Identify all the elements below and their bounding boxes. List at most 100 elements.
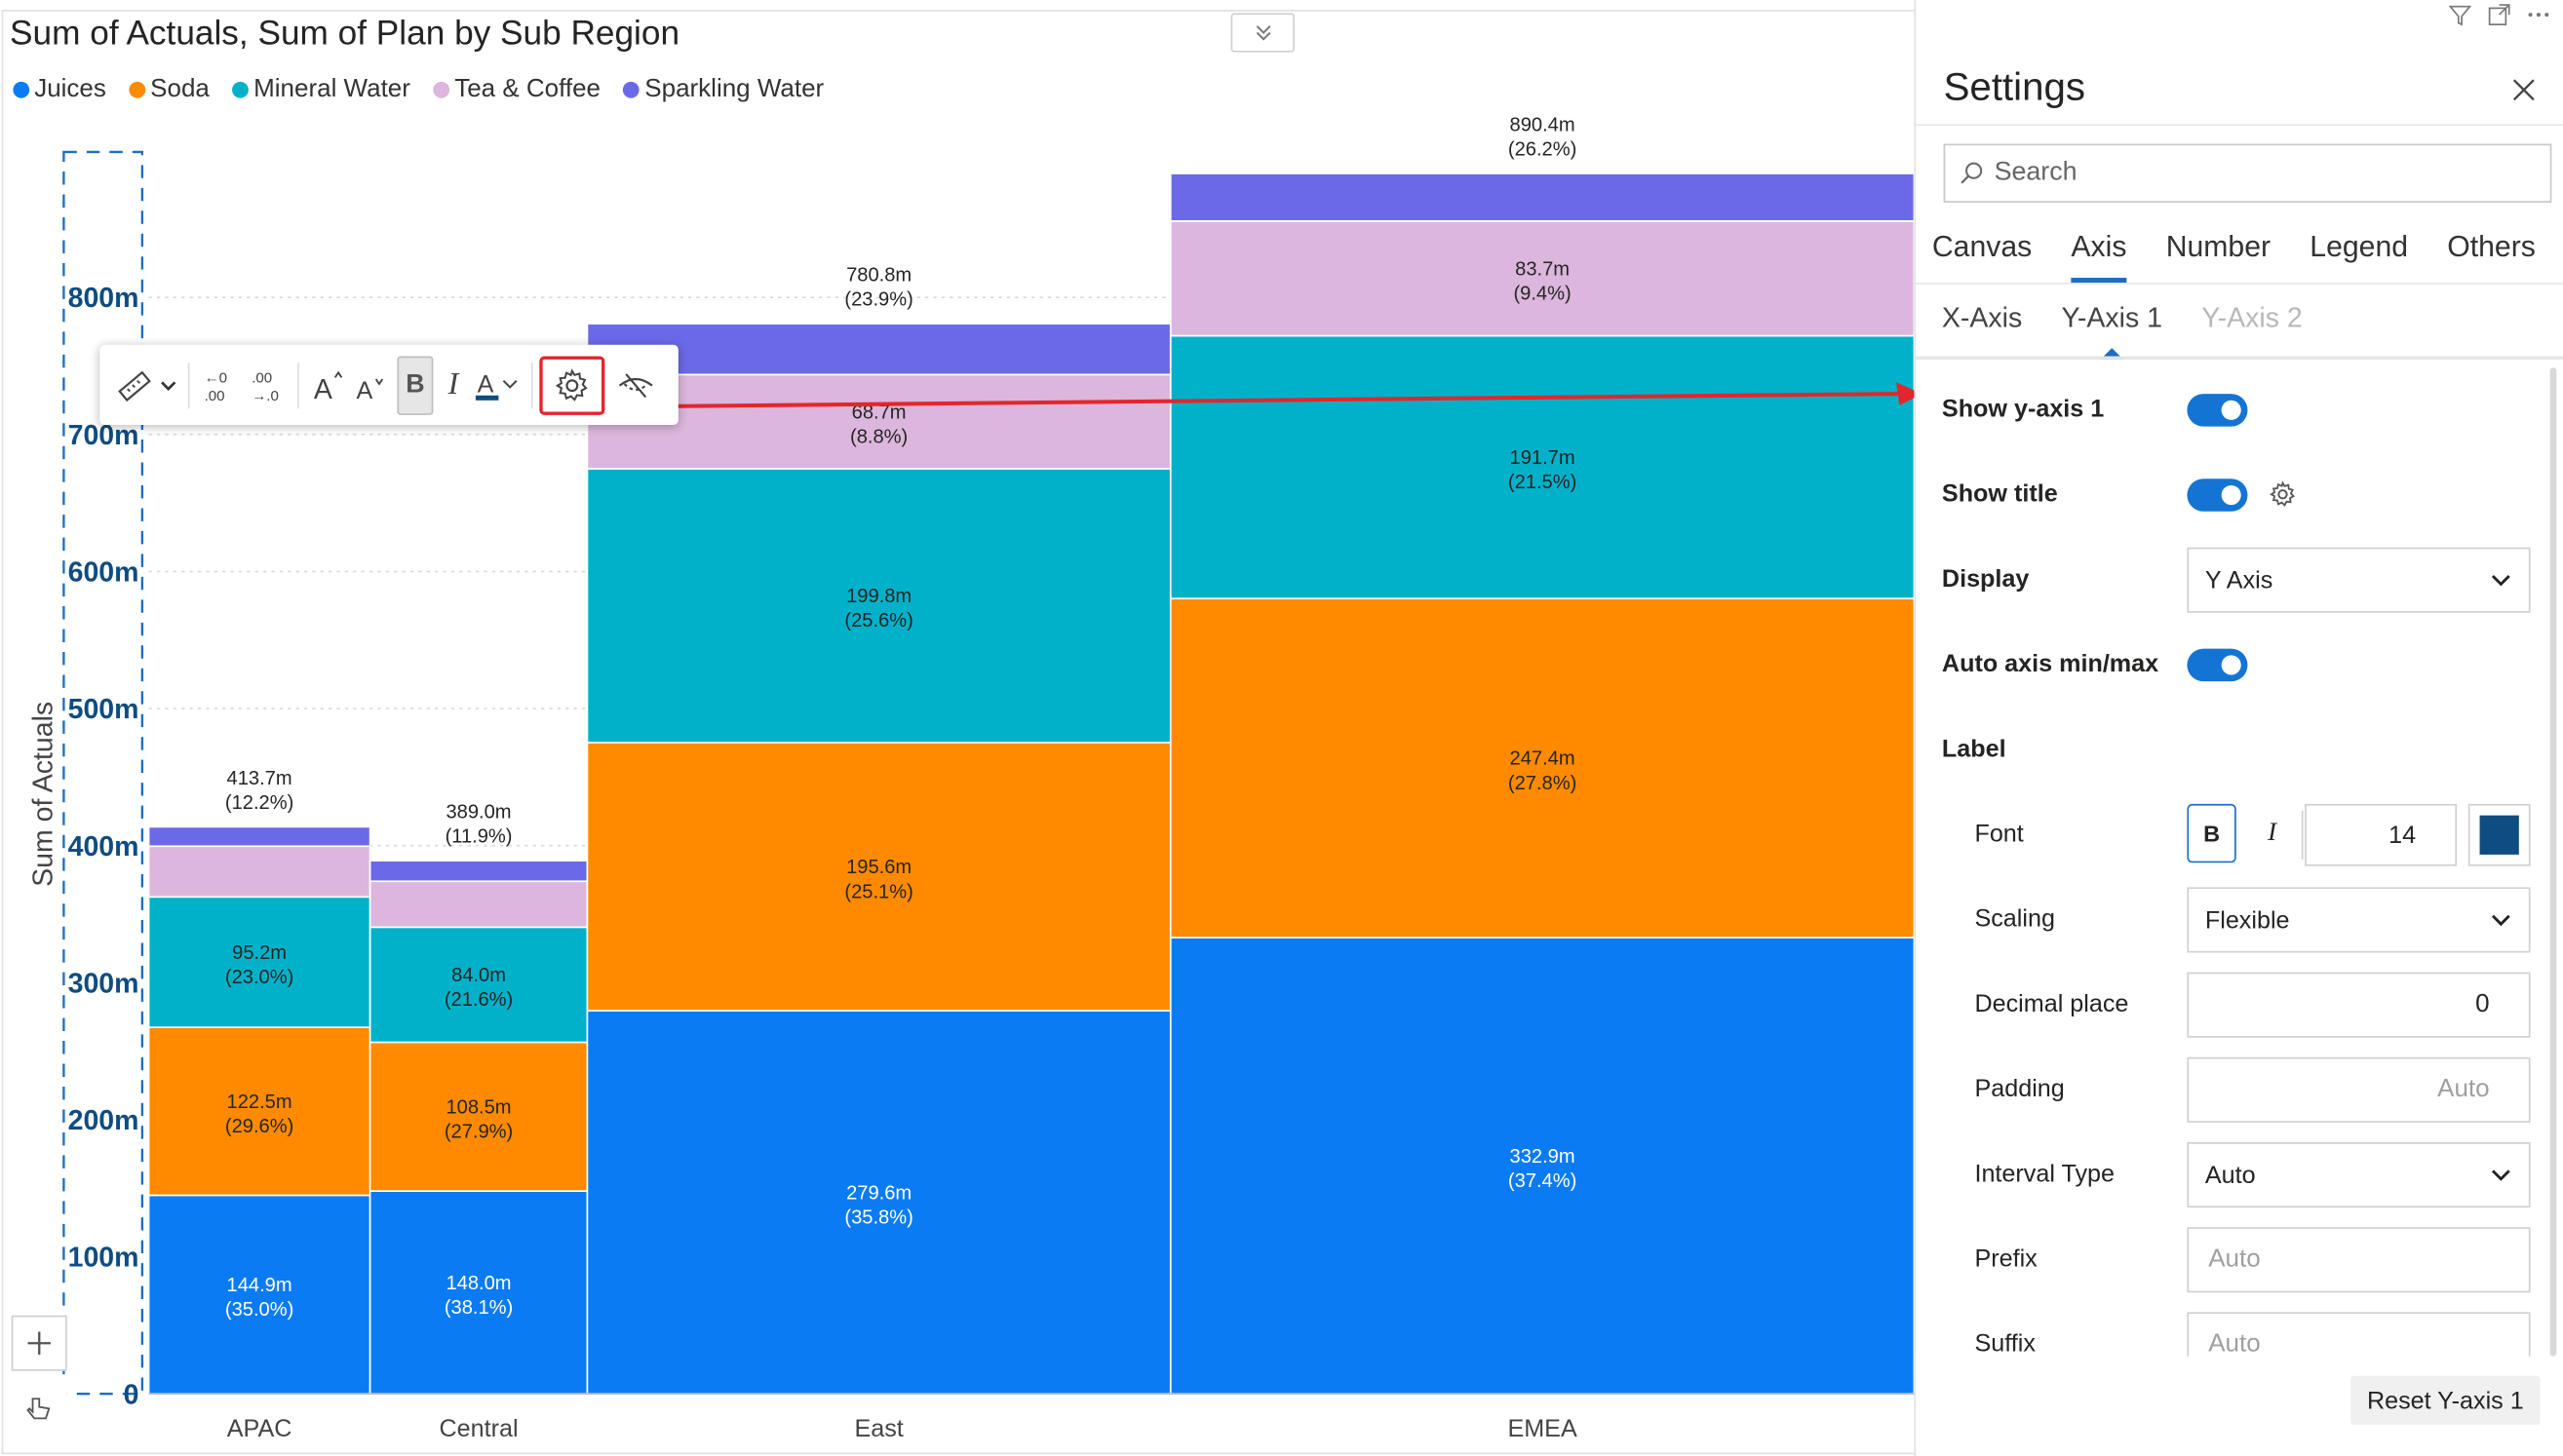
divider xyxy=(2301,810,2304,860)
italic-button[interactable]: I xyxy=(447,366,459,402)
bar-segment xyxy=(147,825,371,848)
data-label-percent: (37.4%) xyxy=(1508,1170,1576,1192)
tab-canvas[interactable]: Canvas xyxy=(1931,230,2033,263)
svg-text:.00: .00 xyxy=(204,387,224,403)
legend-label: Juices xyxy=(34,75,106,103)
font-color-swatch xyxy=(2479,815,2519,855)
display-dropdown[interactable]: Y Axis xyxy=(2187,547,2531,613)
subtab-y-axis-2[interactable]: Y-Axis 2 xyxy=(2201,302,2303,334)
touch-tool-button[interactable] xyxy=(11,1380,67,1437)
y-axis-tick-label: 300m xyxy=(68,968,139,999)
more-options-icon[interactable] xyxy=(2527,3,2549,25)
chevron-down-icon xyxy=(2491,1169,2510,1181)
y-axis-title: Sum of Actuals xyxy=(28,702,59,887)
reset-y-axis-button[interactable]: Reset Y-axis 1 xyxy=(2350,1375,2541,1426)
total-label: 890.4m xyxy=(1510,114,1575,135)
total-label-percent: (23.9%) xyxy=(844,289,913,311)
legend-item[interactable]: Tea & Coffee xyxy=(433,75,601,104)
suffix-label: Suffix xyxy=(1974,1329,2036,1359)
axis-settings-button[interactable] xyxy=(538,355,605,415)
data-label-percent: (8.8%) xyxy=(850,426,908,447)
panel-scrollbar[interactable] xyxy=(2549,367,2557,1357)
auto-minmax-toggle[interactable] xyxy=(2187,648,2248,682)
gear-icon xyxy=(555,367,588,401)
padding-label: Padding xyxy=(1974,1075,2065,1103)
y-axis-tick-label: 600m xyxy=(68,556,139,588)
scaling-dropdown[interactable]: Flexible xyxy=(2187,887,2531,953)
x-axis-tick-label: EMEA xyxy=(1507,1415,1576,1442)
subtab-y-axis-1[interactable]: Y-Axis 1 xyxy=(2062,302,2162,360)
subtab-x-axis[interactable]: X-Axis xyxy=(1941,302,2023,334)
legend-item[interactable]: Juices xyxy=(13,75,106,104)
bar-segment xyxy=(147,845,371,899)
legend-item[interactable]: Soda xyxy=(129,75,210,104)
total-label-percent: (26.2%) xyxy=(1508,139,1576,161)
title-settings-gear-icon[interactable] xyxy=(2269,480,2297,509)
ruler-button[interactable] xyxy=(113,356,154,414)
annotation-arrowhead xyxy=(1895,382,1917,405)
chart-plot: 144.9m (35.0%) 122.5m (29.6%) 95.2m (23.0%) 41… xyxy=(28,114,1917,1442)
chevron-down-icon xyxy=(2491,914,2510,927)
filter-icon[interactable] xyxy=(2448,3,2472,26)
font-size-increase-button[interactable]: A xyxy=(306,356,350,414)
bar-segment xyxy=(369,1190,589,1396)
tab-legend[interactable]: Legend xyxy=(2310,230,2409,263)
data-label-percent: (25.6%) xyxy=(844,610,913,632)
legend-label: Sparkling Water xyxy=(644,75,825,103)
legend-item[interactable]: Mineral Water xyxy=(232,75,410,104)
interval-type-dropdown[interactable]: Auto xyxy=(2187,1142,2531,1208)
font-italic-button[interactable]: I xyxy=(2268,819,2277,847)
bar-segment xyxy=(147,896,371,1029)
expand-header-button[interactable] xyxy=(1230,13,1295,53)
eye-hide-icon xyxy=(618,372,653,398)
bar-segment xyxy=(147,1026,371,1197)
svg-text:A: A xyxy=(478,370,494,398)
legend-item[interactable]: Sparkling Water xyxy=(623,75,824,104)
data-label: 332.9m xyxy=(1510,1146,1575,1168)
axis-format-toolbar: ←0.00 .00 →.0 A A B I A xyxy=(99,344,679,425)
add-button[interactable] xyxy=(11,1315,67,1371)
settings-panel: Settings Search xyxy=(1914,0,2563,1456)
tab-number[interactable]: Number xyxy=(2165,230,2272,263)
font-size-input[interactable]: 14 xyxy=(2305,803,2458,866)
data-label: 84.0m xyxy=(451,965,506,986)
padding-input[interactable]: Auto xyxy=(2187,1056,2531,1123)
svg-text:←0: ←0 xyxy=(204,369,226,386)
x-axis-tick-label: APAC xyxy=(227,1415,292,1442)
divider xyxy=(1916,283,2563,285)
tab-others[interactable]: Others xyxy=(2447,230,2536,263)
search-placeholder: Search xyxy=(1994,158,2078,187)
tab-axis[interactable]: Axis xyxy=(2071,230,2146,284)
legend-dot xyxy=(623,81,641,98)
font-color-picker[interactable] xyxy=(2467,803,2531,866)
focus-mode-icon[interactable] xyxy=(2488,3,2510,25)
ruler-dropdown-button[interactable] xyxy=(154,356,182,414)
data-label-percent: (27.8%) xyxy=(1508,773,1576,794)
show-y-axis-toggle[interactable] xyxy=(2187,394,2248,427)
prefix-input[interactable]: Auto xyxy=(2187,1227,2531,1293)
bar-segment xyxy=(586,373,1172,470)
bold-button[interactable]: B xyxy=(398,355,433,415)
font-bold-button[interactable]: B xyxy=(2187,803,2236,863)
total-label: 413.7m xyxy=(227,768,292,789)
bar-segment xyxy=(586,1010,1172,1396)
interval-type-label: Interval Type xyxy=(1974,1160,2115,1188)
toolbar-separator xyxy=(188,362,191,408)
y-axis-tick-label: 100m xyxy=(68,1243,139,1274)
settings-search-input[interactable]: Search xyxy=(1943,143,2552,203)
increase-decimal-button[interactable]: .00 →.0 xyxy=(244,356,291,414)
show-y-axis-label: Show y-axis 1 xyxy=(1941,395,2105,424)
font-color-button[interactable]: A xyxy=(474,356,524,414)
decrease-decimal-button[interactable]: ←0.00 xyxy=(197,356,245,414)
bar-segment xyxy=(586,323,1172,376)
chart-legend: Juices Soda Mineral Water Tea & Coffee Spark… xyxy=(13,75,824,104)
close-button[interactable] xyxy=(2510,77,2537,111)
auto-minmax-label: Auto axis min/max xyxy=(1941,650,2159,678)
font-size-decrease-button[interactable]: A xyxy=(350,356,391,414)
decimal-place-input[interactable]: 0 xyxy=(2187,972,2531,1038)
data-label-percent: (21.6%) xyxy=(445,989,513,1011)
show-title-toggle[interactable] xyxy=(2187,479,2248,512)
padding-placeholder: Auto xyxy=(2437,1075,2490,1103)
hide-axis-button[interactable] xyxy=(605,356,665,414)
data-label: 95.2m xyxy=(232,942,287,964)
